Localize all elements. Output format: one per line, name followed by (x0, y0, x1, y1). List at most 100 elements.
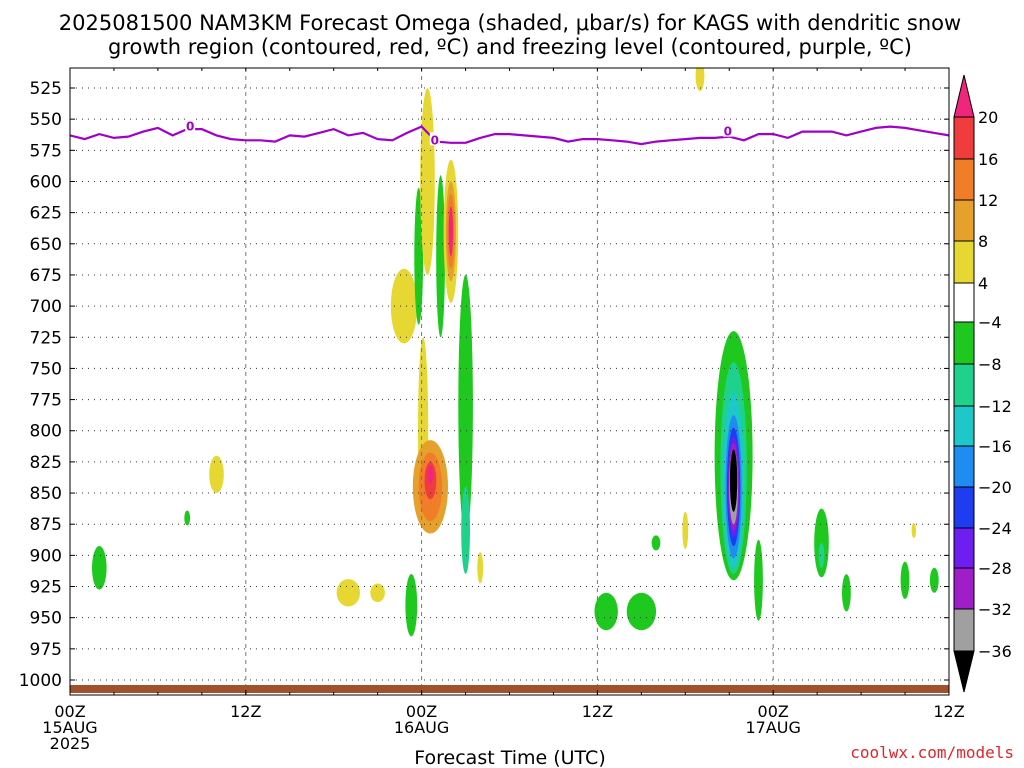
colorbar-swatch-0 (953, 74, 975, 118)
omega-cell-42 (929, 567, 939, 593)
ytick-label-525: 525 (30, 79, 62, 99)
colorbar-label-12: −32 (978, 600, 1012, 619)
omega-cell-9 (420, 88, 435, 275)
time-gridlines (245, 68, 774, 695)
colorbar-label-6: −8 (978, 355, 1002, 374)
ytick-label-625: 625 (30, 204, 62, 224)
colorbar-swatch-8 (953, 405, 975, 447)
colorbar-label-10: −24 (978, 519, 1012, 538)
ytick-label-675: 675 (30, 266, 62, 286)
ytick-label-1000: 1000 (19, 671, 62, 691)
colorbar-label-13: −36 (978, 642, 1012, 661)
terrain-strip (70, 685, 949, 693)
omega-cell-25 (682, 511, 689, 550)
colorbar-swatch-10 (953, 486, 975, 529)
ytick-label-700: 700 (30, 297, 62, 317)
freezing-level-contour: 0 0 0 (70, 118, 949, 147)
omega-cell-26 (695, 68, 705, 92)
omega-colorbar: 20 16 12 8 4 −4 −8 −12 −16 −20 −24 −28 −32 −36 (953, 74, 1012, 693)
omega-cell-0 (92, 546, 107, 590)
colorbar-label-8: −16 (978, 437, 1012, 456)
freezing-label-1: 0 (431, 133, 439, 147)
colorbar-label-0: 20 (978, 108, 998, 127)
xtick-label-4-1: 17AUG (745, 718, 800, 737)
omega-shading (92, 68, 939, 637)
colorbar-swatch-2 (953, 158, 975, 201)
xtick-label-0-1: 15AUG (42, 718, 97, 737)
omega-cell-41 (911, 522, 916, 538)
colorbar-swatch-11 (953, 527, 975, 569)
freezing-label-0: 0 (186, 120, 194, 134)
colorbar-swatch-1 (953, 116, 975, 160)
chart-title-line-1: 2025081500 NAM3KM Forecast Omega (shaded… (59, 11, 961, 35)
ytick-label-825: 825 (30, 453, 62, 473)
colorbar-label-5: −4 (978, 313, 1002, 332)
omega-cell-14 (436, 175, 445, 338)
credit-text: coolwx.com/models (850, 743, 1014, 762)
omega-cell-13 (427, 465, 434, 484)
omega-cell-7 (414, 187, 424, 325)
colorbar-swatch-4 (953, 240, 975, 284)
freezing-label-bg-0 (185, 118, 196, 132)
omega-cell-5 (390, 268, 418, 344)
ytick-label-975: 975 (30, 640, 62, 660)
colorbar-label-3: 8 (978, 232, 988, 251)
pressure-gridlines (70, 87, 949, 681)
freezing-label-bg-2 (722, 123, 733, 137)
colorbar-swatch-7 (953, 363, 975, 407)
colorbar-label-9: −20 (978, 478, 1012, 497)
colorbar-swatch-13 (953, 608, 975, 652)
colorbar-swatch-6 (953, 321, 975, 365)
plot-frame (69, 67, 950, 696)
chart-title-line-2: growth region (contoured, red, ºC) and f… (108, 35, 912, 59)
omega-cell-19 (458, 274, 473, 537)
omega-cell-21 (477, 552, 484, 584)
omega-cell-2 (184, 510, 191, 526)
omega-cell-22 (594, 592, 618, 631)
colorbar-swatch-5 (953, 282, 975, 323)
xtick-label-2-1: 16AUG (394, 718, 449, 737)
x-axis-label: Forecast Time (UTC) (414, 747, 605, 768)
freezing-level-line (70, 125, 949, 146)
ytick-label-800: 800 (30, 422, 62, 442)
freezing-label-bg-1 (429, 132, 440, 146)
colorbar-label-2: 12 (978, 191, 998, 210)
omega-cell-23 (626, 592, 657, 631)
ytick-label-900: 900 (30, 546, 62, 566)
ytick-label-725: 725 (30, 328, 62, 348)
colorbar-label-11: −28 (978, 559, 1012, 578)
colorbar-label-7: −12 (978, 397, 1012, 416)
xtick-label-0-0: 00Z (54, 702, 85, 721)
omega-cell-18 (448, 206, 454, 257)
ytick-label-875: 875 (30, 515, 62, 535)
xtick-label-3-0: 12Z (582, 702, 613, 721)
omega-cell-3 (336, 579, 360, 607)
pressure-tick-labels: 525 550 575 600 625 650 675 700 725 750 775 800 825 8… (19, 79, 949, 691)
ytick-label-650: 650 (30, 235, 62, 255)
ytick-label-775: 775 (30, 391, 62, 411)
omega-cell-40 (900, 561, 910, 599)
omega-cell-36 (754, 539, 763, 621)
omega-cell-6 (405, 574, 418, 637)
xtick-label-2-0: 00Z (406, 702, 437, 721)
omega-cell-24 (651, 535, 661, 551)
ytick-label-950: 950 (30, 609, 62, 629)
omega-cell-38 (818, 542, 825, 568)
ytick-label-850: 850 (30, 484, 62, 504)
ytick-label-575: 575 (30, 141, 62, 161)
colorbar-swatch-9 (953, 445, 975, 488)
ytick-label-600: 600 (30, 172, 62, 192)
colorbar-label-1: 16 (978, 150, 998, 169)
ytick-label-925: 925 (30, 578, 62, 598)
omega-cell-35 (729, 449, 738, 512)
xtick-label-4-0: 00Z (758, 702, 789, 721)
omega-cell-1 (209, 455, 224, 494)
colorbar-swatch-12 (953, 567, 975, 610)
omega-cell-20 (461, 486, 470, 574)
ytick-label-550: 550 (30, 110, 62, 130)
ytick-label-750: 750 (30, 359, 62, 379)
colorbar-swatch-14 (953, 650, 975, 693)
xtick-label-0-2: 2025 (50, 734, 91, 753)
